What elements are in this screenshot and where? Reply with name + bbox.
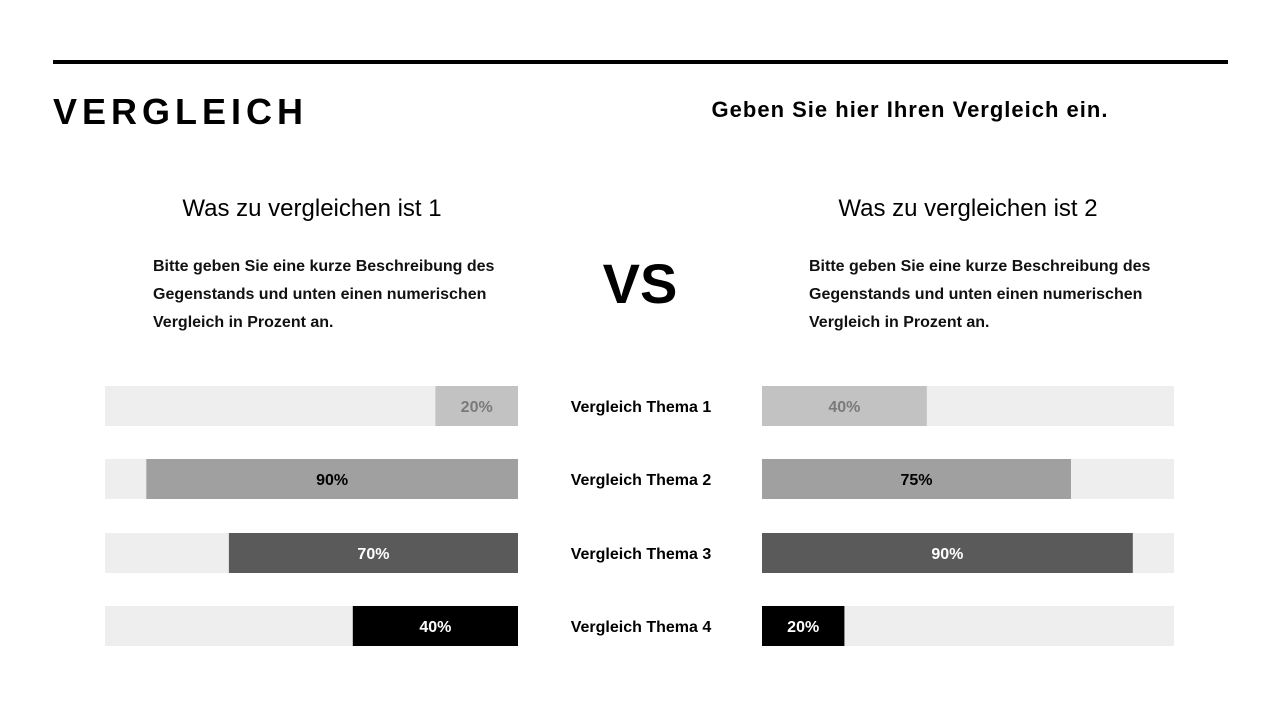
- left-bar-3: [228, 533, 518, 573]
- left-bar-4: [352, 606, 518, 646]
- left-item-description: Bitte geben Sie eine kurze Beschreibung …: [153, 258, 495, 331]
- category-label: Vergleich Thema 1: [571, 399, 712, 416]
- right-item-description: Bitte geben Sie eine kurze Beschreibung …: [809, 258, 1151, 331]
- page-subtitle: Geben Sie hier Ihren Vergleich ein.: [711, 97, 1109, 122]
- page-title: VERGLEICH: [53, 91, 309, 132]
- left-bar-value-label: 40%: [419, 619, 451, 636]
- category-label: Vergleich Thema 3: [571, 546, 712, 563]
- left-bar-value-label: 20%: [461, 399, 493, 416]
- right-bar-value-label: 75%: [900, 472, 932, 489]
- vs-label: VS: [602, 252, 678, 315]
- right-bar-1: [762, 386, 927, 426]
- right-bar-value-label: 20%: [787, 619, 819, 636]
- left-bar-value-label: 70%: [357, 546, 389, 563]
- right-bar-value-label: 90%: [931, 546, 963, 563]
- right-bar-2: [762, 459, 1071, 499]
- left-item-title: Was zu vergleichen ist 1: [182, 195, 442, 222]
- left-bar-1: [435, 386, 518, 426]
- top-divider: [53, 60, 1228, 64]
- left-bar-2: [146, 459, 519, 499]
- category-label: Vergleich Thema 4: [571, 619, 712, 636]
- category-label: Vergleich Thema 2: [571, 472, 712, 489]
- right-bar-3: [762, 533, 1133, 573]
- left-bar-value-label: 90%: [316, 472, 348, 489]
- right-bar-value-label: 40%: [828, 399, 860, 416]
- right-bar-4: [762, 606, 845, 646]
- right-item-title: Was zu vergleichen ist 2: [838, 195, 1098, 222]
